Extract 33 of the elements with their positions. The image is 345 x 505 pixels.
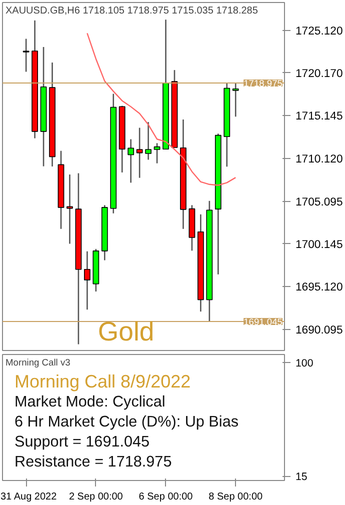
line-series [86,32,236,186]
y-tick-label: 1690.095 [296,324,343,337]
annotation: Support = 1691.045 [14,434,150,450]
annotation: Morning Call 8/9/2022 [14,372,191,392]
annotation: 6 Hr Market Cycle (D%): Up Bias [14,414,239,430]
y-tick-label: 1725.120 [296,26,343,38]
y-tick-label: 1715.145 [296,110,343,123]
chart-title: XAUUSD.GB,H6 1718.105 1718.975 1715.035 1718.285 [6,6,258,16]
y-tick-label: 1700.145 [296,238,343,251]
candlestick [84,250,90,310]
candlestick [128,138,134,184]
candlestick [232,82,239,118]
x-tick-label: 8 Sep 00:00 [208,492,264,502]
candlestick [22,38,30,72]
chart-title: Morning Call v3 [6,358,70,368]
candlestick [136,127,143,178]
annotation: Gold [98,316,154,346]
x-tick-label: 2 Sep 00:00 [68,492,124,502]
candlestick [66,174,73,244]
ref-line-label: 1718.975 [244,78,283,88]
x-tick-label: 31 Aug 2022 [0,492,58,502]
x-tick-label: 6 Sep 00:00 [138,492,194,502]
y-tick-label: 1710.120 [296,154,343,166]
y-tick-label: 1695.120 [296,282,343,294]
candlestick [145,121,152,160]
y-tick-label: 1705.095 [296,196,343,209]
y-tick-label: 1720.170 [296,68,343,80]
annotation: Resistance = 1718.975 [14,454,172,470]
y-tick-label: 100 [296,357,314,370]
annotation: Market Mode: Cyclical [14,394,166,410]
candlestick [154,142,160,164]
y-tick-label: 15 [296,471,308,484]
ref-line-label: 1691.045 [244,317,283,328]
